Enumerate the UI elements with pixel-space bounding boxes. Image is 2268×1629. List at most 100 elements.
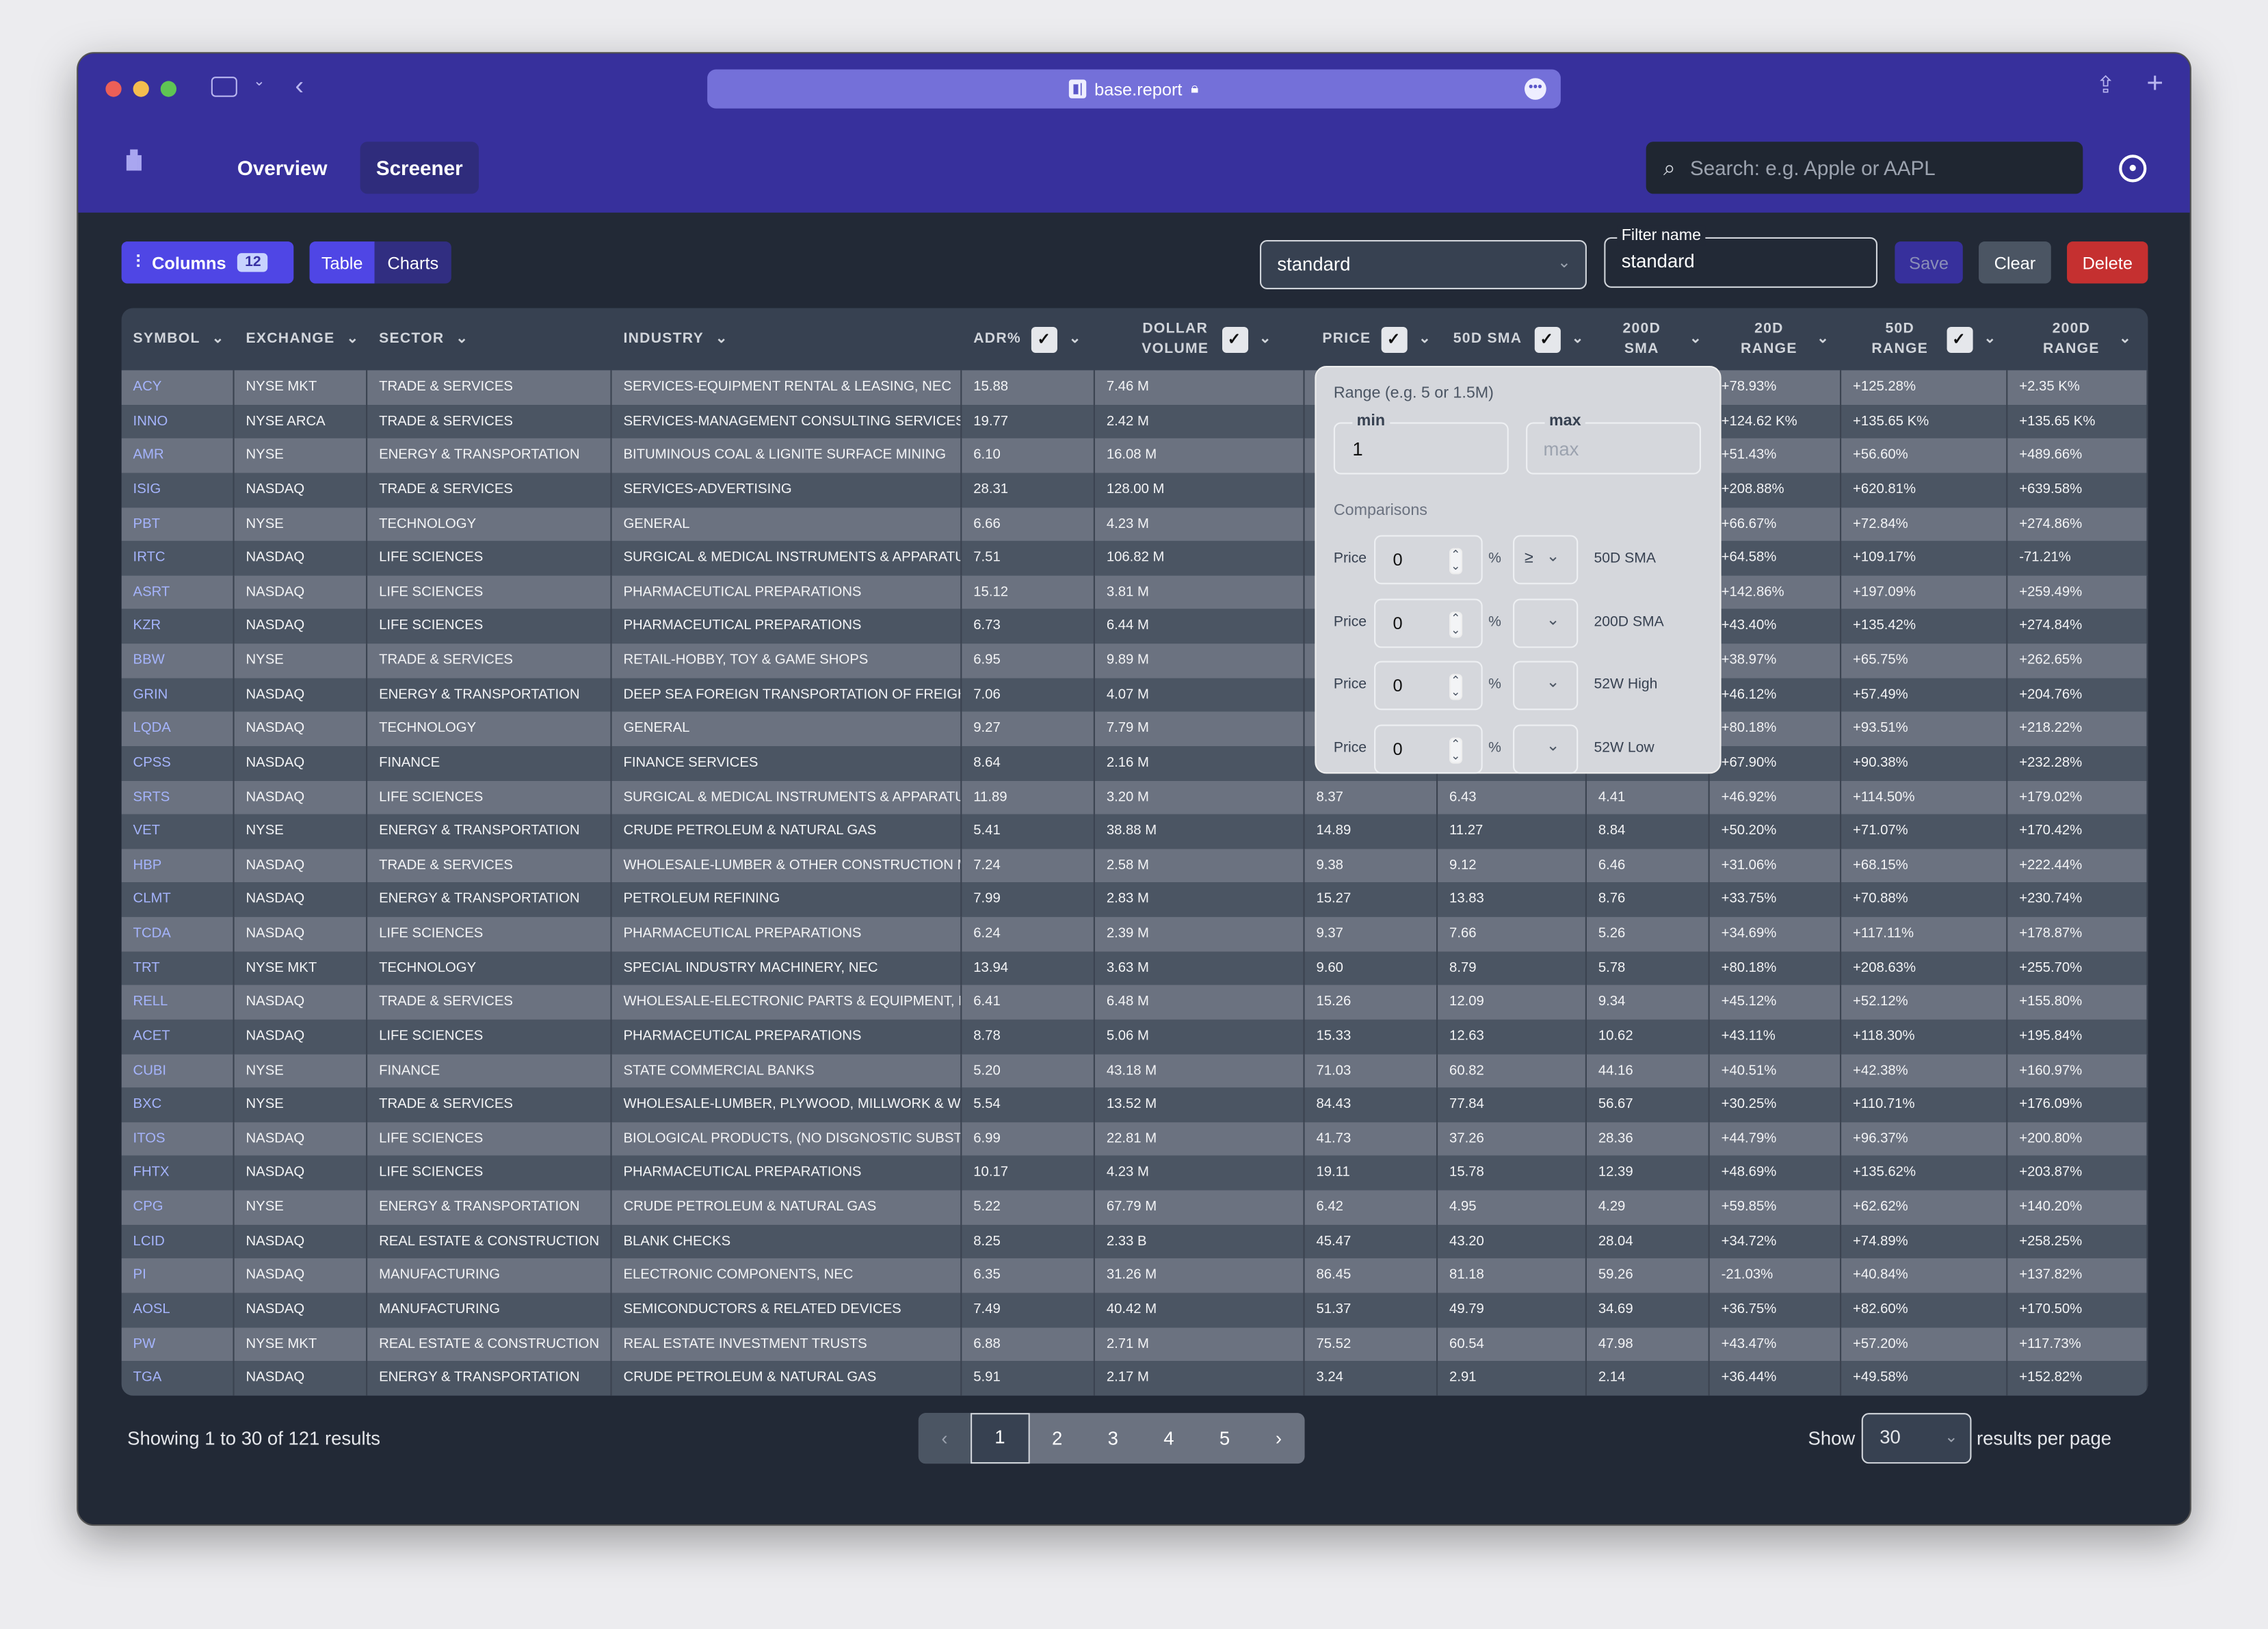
table-row[interactable]: LCID NASDAQ REAL ESTATE & CONSTRUCTION BLAN… [121, 1224, 2148, 1259]
next-page-button[interactable]: › [1275, 1427, 1282, 1450]
table-row[interactable]: IRTC NASDAQ LIFE SCIENCES SURGICAL & MEDICA… [121, 541, 2148, 576]
column-header[interactable]: DOLLAR VOLUME ✓ ⌄ [1107, 308, 1305, 370]
column-header[interactable]: EXCHANGE ⌄ [246, 308, 368, 370]
symbol-link[interactable]: ISIG [122, 473, 235, 507]
close-window-button[interactable] [105, 81, 122, 97]
symbol-link[interactable]: CPG [122, 1190, 235, 1225]
symbol-link[interactable]: RELL [122, 985, 235, 1020]
delete-button[interactable]: Delete [2067, 241, 2148, 284]
table-row[interactable]: ITOS NASDAQ LIFE SCIENCES BIOLOGICAL PRODUC… [121, 1122, 2148, 1156]
column-header[interactable]: 20D RANGE ⌄ [1722, 308, 1842, 370]
logo-icon[interactable]: ıllı [124, 146, 144, 178]
chevron-down-icon[interactable]: ⌄ [253, 73, 265, 90]
user-account-icon[interactable]: ● [2119, 155, 2147, 183]
table-row[interactable]: VET NYSE ENERGY & TRANSPORTATION CRUDE PETR… [121, 814, 2148, 849]
stepper-icon[interactable]: ⌃ ⌄ [1449, 548, 1462, 574]
table-row[interactable]: INNO NYSE ARCA TRADE & SERVICES SERVICES-MA… [121, 404, 2148, 439]
comparison-percent-input[interactable]: 0 ⌃ ⌄ [1374, 724, 1483, 773]
symbol-link[interactable]: TCDA [122, 916, 235, 951]
symbol-link[interactable]: AOSL [122, 1293, 235, 1327]
tab-charts[interactable]: Charts [374, 241, 451, 284]
symbol-link[interactable]: CUBI [122, 1053, 235, 1088]
symbol-link[interactable]: GRIN [122, 678, 235, 713]
symbol-link[interactable]: TGA [122, 1361, 235, 1396]
symbol-link[interactable]: CLMT [122, 882, 235, 917]
back-icon[interactable]: ‹ [295, 70, 304, 100]
comparison-operator-select[interactable]: ⌄ [1513, 724, 1579, 773]
table-row[interactable]: CPG NYSE ENERGY & TRANSPORTATION CRUDE PETR… [121, 1190, 2148, 1225]
symbol-link[interactable]: VET [122, 814, 235, 849]
max-input[interactable]: max max [1526, 412, 1702, 475]
sort-chevron-icon[interactable]: ⌄ [1983, 331, 1997, 347]
page-button[interactable]: 3 [1107, 1427, 1118, 1450]
table-row[interactable]: AOSL NASDAQ MANUFACTURING SEMICONDUCTORS & … [121, 1293, 2148, 1327]
page-button[interactable]: 4 [1163, 1427, 1174, 1450]
column-visible-checkbox[interactable]: ✓ [1031, 326, 1057, 352]
table-row[interactable]: KZR NASDAQ LIFE SCIENCES PHARMACEUTICAL PRE… [121, 609, 2148, 644]
symbol-link[interactable]: TRT [122, 951, 235, 985]
symbol-link[interactable]: INNO [122, 404, 235, 439]
table-row[interactable]: BBW NYSE TRADE & SERVICES RETAIL-HOBBY, TOY… [121, 644, 2148, 678]
sort-chevron-icon[interactable]: ⌄ [1419, 331, 1432, 347]
stepper-icon[interactable]: ⌃ ⌄ [1449, 611, 1462, 637]
minimize-window-button[interactable] [133, 81, 149, 97]
table-row[interactable]: TCDA NASDAQ LIFE SCIENCES PHARMACEUTICAL PR… [121, 916, 2148, 951]
column-visible-checkbox[interactable]: ✓ [1946, 326, 1973, 352]
table-row[interactable]: FHTX NASDAQ LIFE SCIENCES PHARMACEUTICAL PR… [121, 1156, 2148, 1191]
clear-button[interactable]: Clear [1979, 241, 2051, 284]
filter-name-input[interactable]: Filter name standard [1604, 225, 1878, 288]
column-header[interactable]: PRICE ✓ ⌄ [1316, 308, 1438, 370]
table-row[interactable]: TGA NASDAQ ENERGY & TRANSPORTATION CRUDE PE… [121, 1361, 2148, 1396]
comparison-operator-select[interactable]: ⌄ [1513, 661, 1579, 711]
stepper-icon[interactable]: ⌃ ⌄ [1449, 737, 1462, 763]
sidebar-toggle-icon[interactable] [211, 77, 237, 97]
per-page-select[interactable]: 30 ⌄ [1860, 1413, 1971, 1464]
page-button[interactable]: 2 [1052, 1427, 1063, 1450]
sort-chevron-icon[interactable]: ⌄ [1068, 331, 1082, 347]
table-row[interactable]: BXC NYSE TRADE & SERVICES WHOLESALE-LUMBER,… [121, 1087, 2148, 1122]
column-visible-checkbox[interactable]: ✓ [1381, 326, 1408, 352]
symbol-link[interactable]: BXC [122, 1087, 235, 1122]
table-row[interactable]: RELL NASDAQ TRADE & SERVICES WHOLESALE-ELEC… [121, 985, 2148, 1020]
table-row[interactable]: CLMT NASDAQ ENERGY & TRANSPORTATION PETROLE… [121, 882, 2148, 917]
table-row[interactable]: ACET NASDAQ LIFE SCIENCES PHARMACEUTICAL PR… [121, 1019, 2148, 1054]
symbol-link[interactable]: LQDA [122, 712, 235, 747]
symbol-link[interactable]: HBP [122, 848, 235, 883]
column-header[interactable]: 50D RANGE ✓ ⌄ [1853, 308, 2007, 370]
sort-chevron-icon[interactable]: ⌄ [1258, 331, 1272, 347]
sort-chevron-icon[interactable]: ⌄ [715, 331, 728, 347]
comparison-percent-input[interactable]: 0 ⌃ ⌄ [1374, 598, 1483, 648]
symbol-link[interactable]: PBT [122, 507, 235, 542]
table-row[interactable]: CUBI NYSE FINANCE STATE COMMERCIAL BANKS 5.2… [121, 1053, 2148, 1088]
symbol-link[interactable]: ACY [122, 370, 235, 405]
table-row[interactable]: SRTS NASDAQ LIFE SCIENCES SURGICAL & MEDICA… [121, 780, 2148, 814]
comparison-operator-select[interactable]: ≥ ⌄ [1513, 535, 1579, 585]
zoom-window-button[interactable] [160, 81, 177, 97]
columns-button[interactable]: ⫶ Columns 12 [121, 241, 294, 284]
column-header[interactable]: 200D RANGE ⌄ [2019, 308, 2148, 370]
column-header[interactable]: 200D SMA ⌄ [1598, 308, 1710, 370]
tab-table[interactable]: Table [309, 241, 375, 284]
prev-page-button[interactable]: ‹ [918, 1413, 971, 1464]
min-input[interactable]: min 1 [1333, 412, 1509, 475]
address-bar[interactable]: ▮| base.report 🔒︎ ••• [707, 69, 1561, 109]
table-row[interactable]: CPSS NASDAQ FINANCE FINANCE SERVICES 8.64 2.1… [121, 746, 2148, 781]
symbol-link[interactable]: LCID [122, 1224, 235, 1259]
column-header[interactable]: SYMBOL ⌄ [133, 308, 235, 370]
table-row[interactable]: ISIG NASDAQ TRADE & SERVICES SERVICES-ADVER… [121, 473, 2148, 507]
symbol-link[interactable]: CPSS [122, 746, 235, 781]
symbol-link[interactable]: AMR [122, 438, 235, 473]
comparison-operator-select[interactable]: ⌄ [1513, 598, 1579, 648]
symbol-link[interactable]: ACET [122, 1019, 235, 1054]
comparison-percent-input[interactable]: 0 ⌃ ⌄ [1374, 661, 1483, 711]
symbol-link[interactable]: PI [122, 1258, 235, 1293]
symbol-link[interactable]: BBW [122, 644, 235, 678]
column-header[interactable]: INDUSTRY ⌄ [623, 308, 962, 370]
sort-chevron-icon[interactable]: ⌄ [2119, 331, 2133, 347]
column-visible-checkbox[interactable]: ✓ [1221, 326, 1248, 352]
table-row[interactable]: PI NASDAQ MANUFACTURING ELECTRONIC COMPONEN… [121, 1258, 2148, 1293]
table-row[interactable]: HBP NASDAQ TRADE & SERVICES WHOLESALE-LUMBE… [121, 848, 2148, 883]
nav-screener[interactable]: Screener [360, 142, 479, 194]
column-header[interactable]: SECTOR ⌄ [379, 308, 611, 370]
new-tab-icon[interactable]: + [2146, 68, 2164, 100]
